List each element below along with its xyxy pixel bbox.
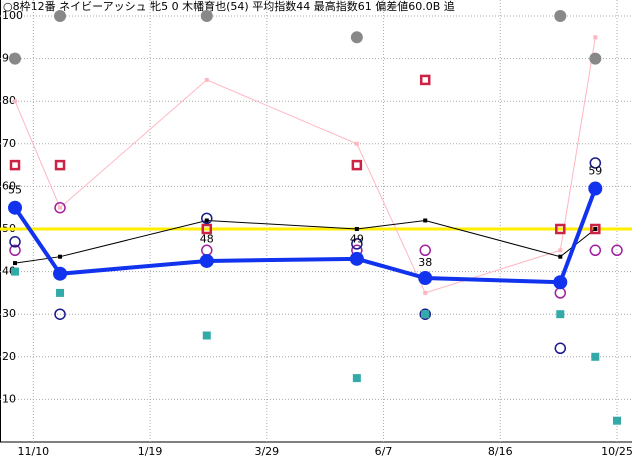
point bbox=[591, 352, 600, 361]
y-tick-label: 30 bbox=[2, 307, 16, 320]
x-tick-label: 8/16 bbox=[488, 445, 513, 458]
point bbox=[589, 52, 602, 65]
point bbox=[200, 10, 213, 23]
point bbox=[53, 266, 68, 281]
point bbox=[354, 227, 359, 232]
point bbox=[588, 181, 603, 196]
point bbox=[58, 254, 63, 259]
point bbox=[556, 310, 565, 319]
point bbox=[204, 218, 209, 223]
y-tick-label: 10 bbox=[2, 392, 16, 405]
point bbox=[54, 308, 66, 320]
point bbox=[423, 290, 428, 295]
point bbox=[9, 159, 21, 171]
x-tick-label: 6/7 bbox=[375, 445, 393, 458]
point bbox=[421, 310, 430, 319]
point bbox=[589, 157, 602, 169]
point bbox=[589, 244, 602, 257]
point bbox=[58, 205, 63, 210]
point bbox=[13, 99, 18, 104]
point bbox=[611, 244, 623, 257]
y-tick-label: 100 bbox=[2, 9, 23, 22]
point bbox=[419, 244, 431, 257]
point bbox=[349, 251, 364, 266]
point bbox=[612, 416, 621, 425]
point bbox=[11, 267, 20, 276]
annotation: 59 bbox=[588, 164, 602, 177]
x-tick-label: 10/25 bbox=[601, 445, 632, 458]
point bbox=[351, 159, 363, 171]
y-tick-label: 60 bbox=[2, 179, 16, 192]
point bbox=[418, 270, 433, 285]
point bbox=[201, 223, 213, 235]
point bbox=[54, 159, 66, 171]
point bbox=[555, 223, 566, 235]
point bbox=[553, 275, 568, 290]
point bbox=[9, 52, 22, 65]
point bbox=[350, 31, 363, 44]
point bbox=[354, 141, 359, 146]
annotation: 48 bbox=[200, 233, 214, 246]
point bbox=[590, 223, 601, 235]
point bbox=[202, 331, 211, 340]
point bbox=[593, 227, 598, 232]
point bbox=[554, 342, 567, 355]
y-tick-label: 20 bbox=[2, 350, 16, 363]
point bbox=[9, 236, 21, 248]
chart-title: ○8枠12番 ネイビーアッシュ 牝5 0 木幡育也(54) 平均指数44 最高指… bbox=[3, 0, 455, 13]
annotation: 49 bbox=[350, 233, 364, 246]
point bbox=[423, 218, 428, 223]
point bbox=[13, 261, 18, 266]
x-tick-label: 11/10 bbox=[17, 445, 49, 458]
point bbox=[352, 374, 361, 383]
point bbox=[593, 35, 598, 40]
point bbox=[199, 253, 214, 268]
point bbox=[54, 10, 67, 23]
point bbox=[54, 201, 66, 214]
point bbox=[201, 212, 213, 225]
x-tick-label: 3/29 bbox=[254, 445, 279, 458]
point bbox=[56, 288, 65, 297]
y-tick-label: 70 bbox=[2, 137, 16, 150]
point bbox=[419, 74, 431, 86]
point bbox=[204, 77, 209, 82]
point bbox=[554, 10, 567, 23]
annotation: 55 bbox=[8, 184, 22, 197]
point bbox=[558, 248, 563, 253]
point bbox=[558, 254, 563, 259]
y-tick-label: 80 bbox=[2, 94, 16, 107]
annotation: 38 bbox=[418, 256, 432, 269]
point bbox=[9, 244, 21, 257]
point bbox=[419, 308, 431, 320]
point bbox=[8, 200, 23, 215]
point bbox=[351, 238, 363, 250]
x-tick-label: 1/19 bbox=[138, 445, 163, 458]
